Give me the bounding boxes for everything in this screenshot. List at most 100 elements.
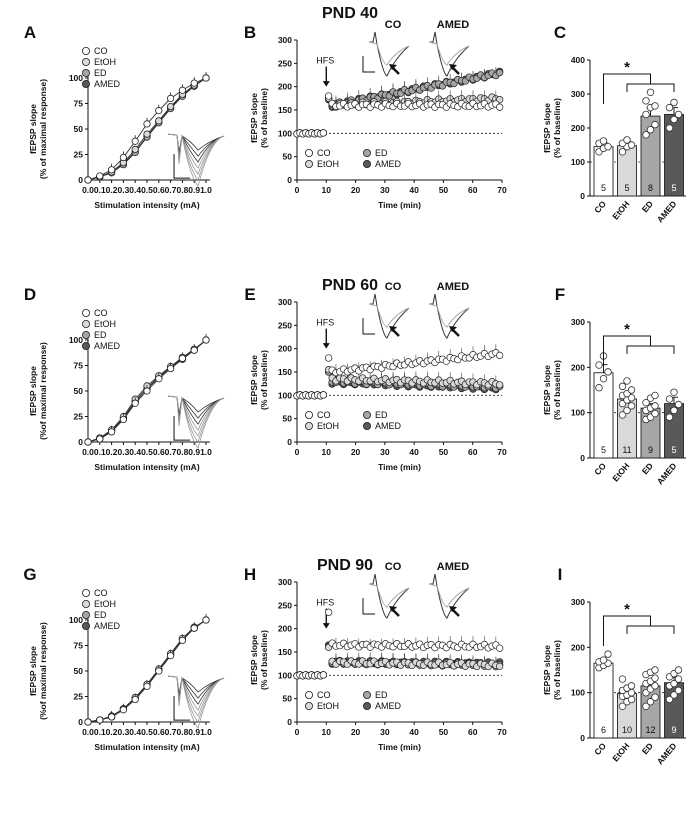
inset-trace xyxy=(167,133,225,187)
n-label: 5 xyxy=(601,183,606,193)
series-line-AMED xyxy=(87,619,207,723)
legend-marker-CO xyxy=(82,308,91,317)
bar-point xyxy=(646,698,655,706)
data-point-CO xyxy=(84,438,92,446)
bar-point xyxy=(651,391,659,400)
legend-marker-ED xyxy=(362,691,371,700)
y-tick-label: 50 xyxy=(283,414,293,424)
bar-point xyxy=(665,695,674,704)
bar-point xyxy=(623,406,631,415)
data-point-CO xyxy=(167,94,175,103)
inset-trace xyxy=(429,293,470,339)
y-axis-title: (% of baseline) xyxy=(552,98,562,158)
inset-label-AMED: AMED xyxy=(437,19,469,31)
y-tick-label: 25 xyxy=(74,412,84,422)
x-tick-label: 40 xyxy=(409,447,419,457)
x-tick-label: 0.3 xyxy=(117,185,129,195)
y-axis-title: fEPSP slope xyxy=(249,635,259,685)
inset-label-AMED: AMED xyxy=(437,561,469,573)
y-axis-title: (%of maximal response) xyxy=(38,342,48,440)
data-point-CO xyxy=(178,636,186,645)
bar-point xyxy=(665,103,674,112)
panel-H: 0 50 100 150 200 250 300 0 10 20 30 40 50 60 70 Time (m… xyxy=(249,561,507,752)
legend-marker-ED xyxy=(82,611,91,620)
category-label-ED: ED xyxy=(640,461,655,476)
y-tick-label: 0 xyxy=(580,191,585,201)
legend-label-AMED: AMED xyxy=(375,701,402,711)
inset-trace-baseline xyxy=(428,41,470,66)
bar-point xyxy=(642,398,650,407)
inset-arrow-head xyxy=(449,606,457,612)
legend-label-EtOH: EtOH xyxy=(94,319,116,329)
bar-point xyxy=(651,120,659,129)
x-tick-label: 0.2 xyxy=(106,727,118,737)
legend-marker-ED xyxy=(82,69,91,78)
inset-trace xyxy=(369,293,410,339)
n-label: 5 xyxy=(671,183,676,193)
y-tick-label: 0 xyxy=(78,717,83,727)
bar-point xyxy=(618,411,627,419)
data-point-CO xyxy=(190,624,198,632)
data-point-EtOH xyxy=(143,130,151,138)
x-tick-label: 0.9 xyxy=(188,727,200,737)
inset-trace xyxy=(167,675,225,729)
bar-point xyxy=(642,131,650,139)
bar-point xyxy=(642,110,650,119)
legend-marker-AMED xyxy=(82,341,91,350)
bar-point xyxy=(618,148,627,156)
panel-letter: E xyxy=(244,285,255,304)
x-tick-label: 0.1 xyxy=(94,447,106,457)
bar-point xyxy=(646,125,655,134)
y-tick-label: 200 xyxy=(278,82,292,92)
legend-label-AMED: AMED xyxy=(375,421,402,431)
data-point-CO xyxy=(202,616,210,624)
y-tick-label: 100 xyxy=(278,390,292,400)
bar-point xyxy=(599,137,608,145)
n-label: 11 xyxy=(622,445,631,455)
legend-marker-EtOH xyxy=(82,319,91,328)
data-point-CO xyxy=(96,435,104,443)
data-point-CO xyxy=(319,391,328,399)
inset-trace-baseline xyxy=(368,41,410,66)
x-tick-label: 0.3 xyxy=(117,447,129,457)
x-tick-label: 20 xyxy=(351,727,361,737)
y-tick-label: 300 xyxy=(571,89,585,99)
data-point-CO xyxy=(108,428,116,436)
series-line-EtOH xyxy=(87,619,207,723)
inset-trace xyxy=(167,133,225,157)
n-label: 9 xyxy=(648,445,653,455)
y-tick-label: 0 xyxy=(287,175,292,185)
panel-I: 0 100 200 300 fEPSP slope (% of baseline) 6 CO 1… xyxy=(542,597,686,766)
y-tick-label: 100 xyxy=(69,335,83,345)
bar-point xyxy=(642,702,650,710)
y-axis-title: (% of baseline) xyxy=(259,88,269,148)
panel-letter: I xyxy=(558,565,563,584)
y-tick-label: 100 xyxy=(69,73,83,83)
n-label: 5 xyxy=(601,445,606,455)
x-tick-label: 0.4 xyxy=(129,727,141,737)
y-tick-label: 200 xyxy=(571,642,585,652)
x-tick-label: 0.6 xyxy=(153,185,165,195)
data-point-CO xyxy=(319,129,328,137)
x-tick-label: 0.4 xyxy=(129,447,141,457)
x-tick-label: 70 xyxy=(497,447,507,457)
x-tick-label: 20 xyxy=(351,447,361,457)
category-label-CO: CO xyxy=(592,461,608,477)
bar-point xyxy=(618,382,627,391)
n-label: 8 xyxy=(648,183,653,193)
legend-label-EtOH: EtOH xyxy=(317,159,339,169)
series-line-CO xyxy=(87,77,207,181)
panel-letter: D xyxy=(24,285,36,304)
y-axis-title: fEPSP slope xyxy=(28,646,38,696)
x-tick-label: 0.7 xyxy=(165,727,177,737)
x-tick-label: 0.6 xyxy=(153,447,165,457)
significance-bracket xyxy=(626,345,675,354)
panel-letter: G xyxy=(23,565,36,584)
panel-C: 0 100 200 300 400 fEPSP slope (% of baseline) 5… xyxy=(542,55,686,224)
data-point-CO xyxy=(131,399,139,407)
bar-point xyxy=(651,666,659,674)
legend-label-ED: ED xyxy=(94,330,107,340)
category-label-AMED: AMED xyxy=(655,199,679,225)
significance-bracket xyxy=(603,615,651,646)
y-tick-label: 75 xyxy=(74,99,84,109)
